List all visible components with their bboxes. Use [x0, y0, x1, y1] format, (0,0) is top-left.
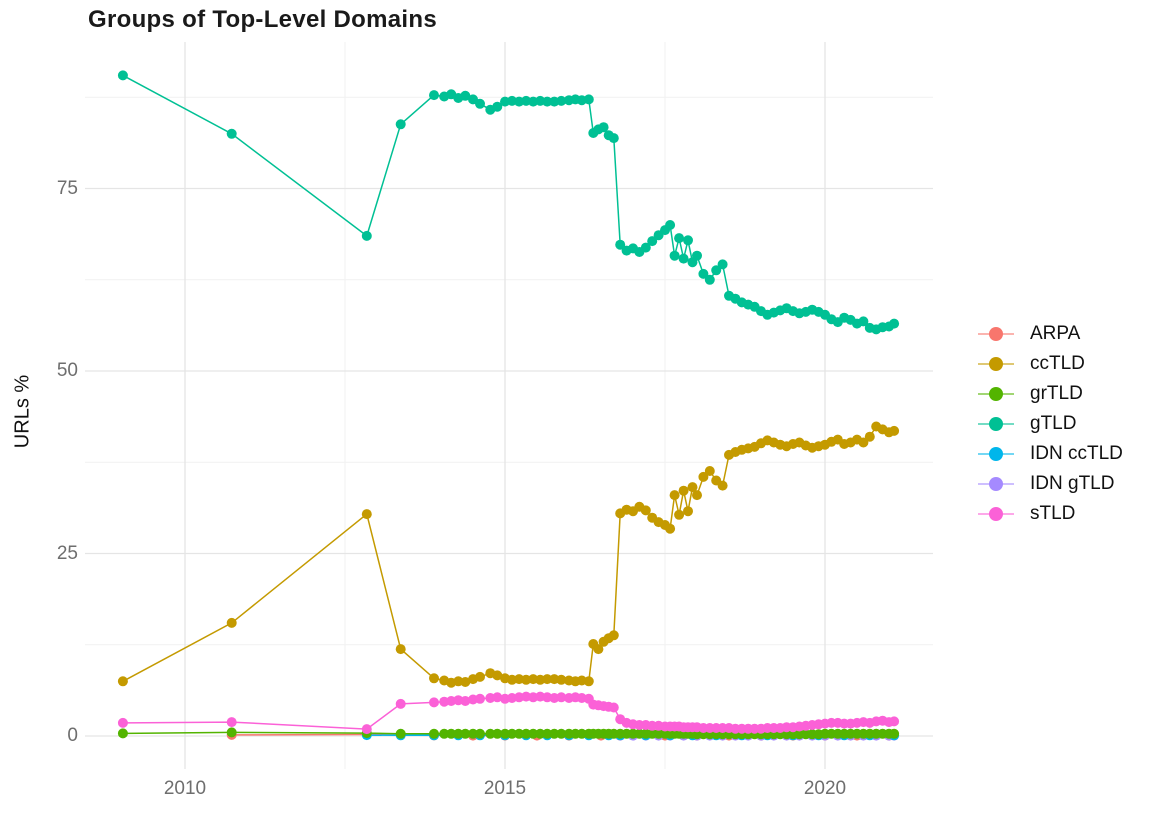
series-line-gtld [122, 74, 895, 331]
series-gtld [117, 70, 900, 335]
legend-item-gtld: gTLD [978, 409, 1123, 439]
series-points-gtld [117, 70, 900, 335]
legend-label: IDN gTLD [1030, 473, 1115, 494]
series-points-stld [117, 691, 900, 735]
legend: ARPA ccTLD grTLD gTLD IDN ccTLD IDN gTLD sTLD [978, 319, 1123, 529]
legend-item-grtld: grTLD [978, 379, 1123, 409]
legend-key-stld-icon [978, 507, 1014, 521]
legend-key-idn-gtld-icon [978, 477, 1014, 491]
y-tick-label: 0 [67, 725, 78, 746]
legend-label: grTLD [1030, 383, 1083, 404]
x-tick-label: 2015 [483, 778, 527, 799]
legend-label: ARPA [1030, 323, 1081, 344]
gridlines [85, 42, 933, 769]
series-points-cctld [117, 421, 900, 688]
legend-item-idn-cctld: IDN ccTLD [978, 439, 1123, 469]
legend-item-stld: sTLD [978, 499, 1123, 529]
legend-item-arpa: ARPA [978, 319, 1123, 349]
legend-label: ccTLD [1030, 353, 1085, 374]
legend-label: IDN ccTLD [1030, 443, 1123, 464]
legend-key-grtld-icon [978, 387, 1014, 401]
legend-key-cctld-icon [978, 357, 1014, 371]
legend-item-idn-gtld: IDN gTLD [978, 469, 1123, 499]
legend-key-arpa-icon [978, 327, 1014, 341]
chart-title: Groups of Top-Level Domains [88, 6, 438, 33]
series-cctld [117, 421, 900, 688]
y-tick-label: 75 [56, 177, 78, 199]
x-tick-label: 2020 [803, 778, 847, 799]
x-tick-label: 2010 [163, 778, 207, 799]
legend-label: sTLD [1030, 503, 1076, 524]
series-stld [117, 691, 900, 735]
legend-key-gtld-icon [978, 417, 1014, 431]
y-tick-label: 50 [56, 360, 78, 381]
legend-item-cctld: ccTLD [978, 349, 1123, 379]
legend-label: gTLD [1030, 413, 1077, 434]
legend-key-idn-cctld-icon [978, 447, 1014, 461]
y-tick-label: 25 [56, 542, 78, 564]
